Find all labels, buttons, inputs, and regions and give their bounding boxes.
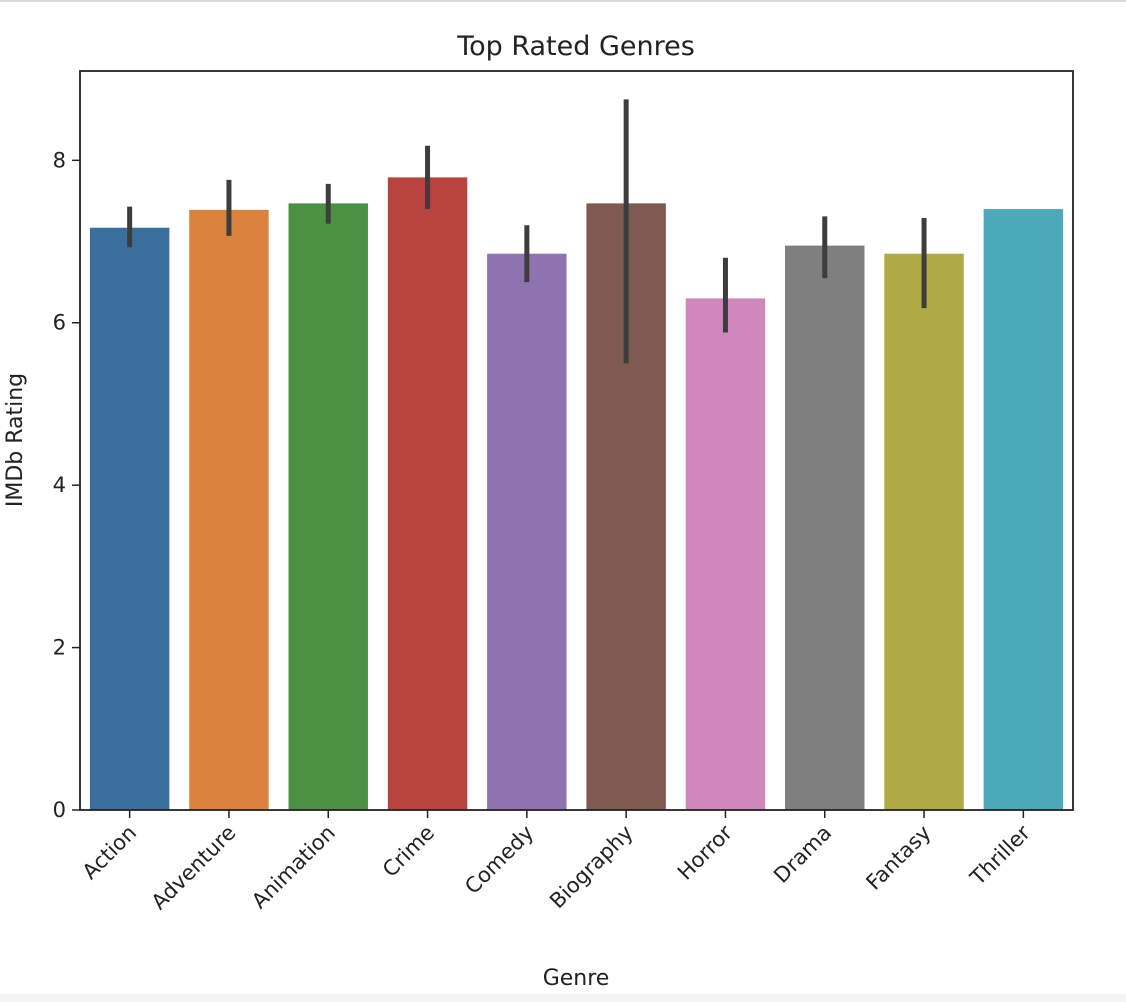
bar-fantasy	[884, 253, 964, 810]
x-tick-label-fantasy: Fantasy	[861, 821, 935, 895]
x-tick-label-animation: Animation	[247, 821, 340, 914]
bar-adventure	[189, 209, 269, 810]
bar-horror	[685, 298, 766, 810]
x-axis: Action Adventure Animation Crime Comedy Biogr…	[78, 810, 1035, 914]
bar-comedy	[487, 253, 567, 810]
y-tick-label-2: 2	[53, 636, 66, 660]
y-axis-label: IMDb Rating	[3, 373, 28, 507]
x-tick-label-adventure: Adventure	[147, 821, 241, 915]
x-tick-label-biography: Biography	[545, 821, 638, 914]
bar-animation	[288, 203, 368, 810]
bar-thriller	[983, 209, 1064, 811]
y-tick-label-0: 0	[53, 798, 66, 822]
plot-frame	[79, 70, 1074, 811]
x-axis-label: Genre	[543, 966, 610, 991]
x-tick-label-comedy: Comedy	[460, 821, 538, 899]
y-tick-label-8: 8	[53, 148, 66, 172]
y-tick-label-6: 6	[53, 311, 66, 335]
y-axis: 0 2 4 6 8	[53, 148, 80, 822]
top-border	[0, 0, 1126, 2]
bar-crime	[387, 177, 468, 810]
chart-title: Top Rated Genres	[456, 31, 695, 62]
bar-drama	[785, 245, 865, 811]
bars-group	[89, 177, 1064, 811]
x-tick-label-drama: Drama	[769, 821, 836, 888]
y-tick-label-4: 4	[53, 473, 66, 497]
bottom-border	[0, 994, 1126, 1002]
error-bars-group	[127, 99, 927, 364]
x-tick-label-thriller: Thriller	[965, 820, 1035, 890]
x-tick-label-action: Action	[78, 821, 141, 884]
bar-action	[89, 227, 170, 810]
x-tick-label-crime: Crime	[378, 821, 439, 882]
x-tick-label-horror: Horror	[673, 820, 737, 884]
